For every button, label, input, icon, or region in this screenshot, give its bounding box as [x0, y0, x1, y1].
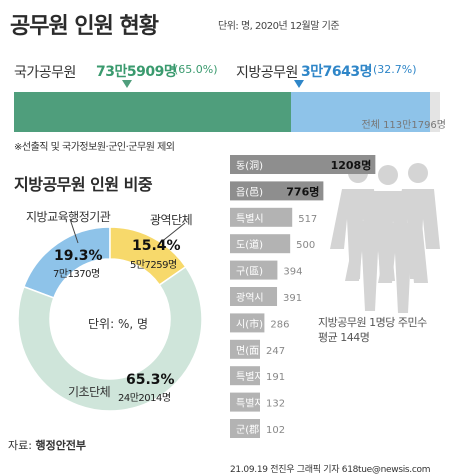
donut-chart	[17, 218, 203, 412]
region-bar-value: 500	[296, 240, 315, 251]
region-bar-value: 132	[266, 399, 285, 410]
credit-line: 21.09.19 전진우 그래픽 기자 618tue@newsis.com	[230, 465, 431, 475]
national-value: 73만5909명	[96, 64, 177, 80]
region-bar	[230, 313, 265, 333]
region-bar-label: 읍(邑)	[236, 186, 263, 198]
local-bar-segment	[290, 92, 431, 132]
region-bar-value: 191	[266, 372, 285, 383]
region-bar	[230, 287, 278, 306]
people-silhouette-icon	[330, 163, 440, 313]
region-bar-label: 구(區)	[236, 266, 263, 278]
donut-unit: 단위: %, 명	[88, 317, 149, 331]
local-value: 3만7643명	[301, 64, 372, 80]
source-line: 자료: 행정안전부	[8, 437, 86, 453]
donut-title: 지방공무원 인원 비중	[14, 175, 153, 194]
region-bar	[230, 181, 324, 201]
region-bar-value: 776명	[286, 184, 319, 198]
region-bar-value: 517	[298, 214, 317, 225]
unit-note: 단위: 명, 2020년 12월말 기준	[218, 21, 340, 32]
edu-label: 지방교육행정기관	[26, 210, 111, 224]
region-bar	[230, 419, 260, 438]
region-bar-value: 286	[270, 319, 289, 330]
region-bar-label: 특별자치도	[236, 398, 282, 410]
region-bar-label: 면(面)	[236, 345, 263, 357]
source-name: 행정안전부	[35, 439, 87, 452]
region-bar-label: 특별시	[236, 213, 264, 225]
local-pointer-icon	[294, 80, 304, 88]
national-label: 국가공무원	[14, 65, 76, 81]
region-bar	[230, 339, 260, 359]
region-bar-label: 군(郡)	[236, 424, 263, 436]
region-bar	[230, 260, 278, 280]
exclusion-note: ※선출직 및 국가정보원·군인·군무원 제외	[14, 142, 175, 153]
wide-pct: 15.4%	[132, 238, 181, 254]
wide-count: 5만7259명	[130, 260, 177, 271]
region-bar-label: 도(道)	[236, 238, 263, 251]
region-bar	[230, 392, 260, 412]
national-bar-segment	[14, 92, 291, 132]
donut-slice-base	[17, 265, 203, 412]
edu-count: 7만1370명	[53, 269, 100, 280]
per-capita-annotation: 지방공무원 1명당 주민수 평균 144명	[318, 316, 427, 344]
region-bar-value: 247	[266, 346, 285, 357]
total-bar	[14, 92, 440, 132]
wide-label: 광역단체	[150, 213, 193, 227]
region-bar-value: 1208명	[331, 158, 372, 172]
region-bar-label: 특별자치시	[236, 371, 282, 383]
national-pct: (65.0%)	[174, 63, 218, 76]
watermark-logo: NEWSIS	[292, 432, 405, 460]
source-prefix: 자료:	[8, 439, 36, 452]
region-bar-label: 광역시	[236, 292, 264, 304]
region-bar	[230, 234, 291, 254]
region-bar-label: 시(市)	[236, 317, 263, 330]
local-pct: (32.7%)	[373, 63, 417, 76]
region-bar	[230, 155, 376, 174]
donut-leader-line	[159, 222, 186, 244]
base-pct: 65.3%	[126, 372, 175, 388]
base-count: 24만2014명	[118, 393, 171, 404]
region-bar	[230, 366, 260, 386]
donut-leader-line	[69, 218, 79, 244]
total-label: 전체 113만1796명	[361, 120, 446, 131]
region-bar	[230, 207, 293, 227]
chart-title: 공무원 인원 현황	[10, 14, 159, 39]
local-label: 지방공무원	[236, 65, 298, 81]
region-bar-value: 391	[283, 293, 302, 304]
region-bar-value: 394	[283, 267, 302, 278]
national-pointer-icon	[122, 80, 132, 88]
edu-pct: 19.3%	[54, 248, 103, 264]
region-bar-value: 102	[266, 425, 285, 436]
base-label: 기초단체	[68, 385, 111, 399]
region-bar-label: 동(洞)	[236, 160, 263, 172]
